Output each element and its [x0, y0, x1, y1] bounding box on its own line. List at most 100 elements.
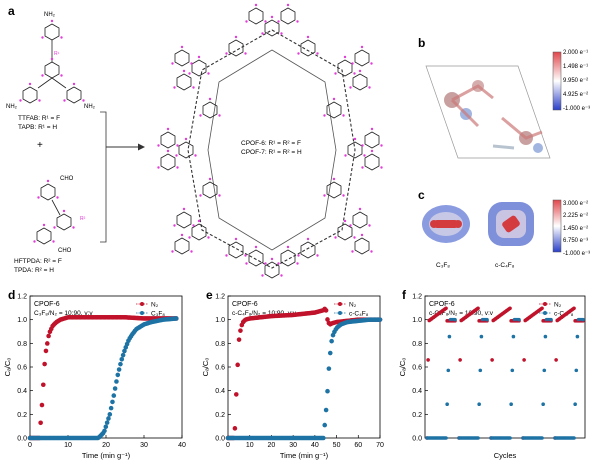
legend-marker: [338, 311, 342, 315]
y-tick-label: 1.0: [412, 317, 422, 324]
y-tick-label: 0.8: [412, 341, 422, 348]
data-point: [572, 306, 576, 311]
x-tick-label: 60: [354, 442, 362, 449]
data-point: [233, 392, 239, 397]
breakthrough-chart-d: 0.0 0.2 0.4 0.6 0.8 1.0 1.2 0 10 20 30 40 Time (min …: [3, 294, 186, 461]
colorbar-b: [552, 51, 562, 111]
data-point: [541, 402, 545, 406]
nh2-label-right: NH₂: [84, 104, 96, 110]
legend-label: N₂: [349, 302, 357, 309]
data-point: [43, 348, 49, 354]
panel-label-e: e: [206, 288, 213, 302]
x-tick-label: 30: [140, 442, 148, 449]
x-axis-label: Cycles: [494, 451, 517, 460]
y-tick-label: 0.4: [412, 388, 422, 395]
data-point: [323, 308, 329, 313]
x-tick-label: 50: [333, 442, 341, 449]
y-tick-label: 0.2: [17, 412, 27, 419]
data-point: [46, 333, 51, 339]
data-point: [377, 317, 383, 322]
x-tick-label: 30: [289, 442, 297, 449]
data-point: [38, 420, 43, 426]
chart-subtitle: c-C₄F₈/N₂ = 10:90, v:v: [429, 310, 494, 317]
chart-subtitle: C₃F₈/N₂ = 10:90, v:v: [34, 310, 93, 317]
x-axis-label: Time (min g⁻¹): [82, 451, 131, 460]
y-tick-label: 0.2: [215, 412, 225, 419]
y-tick-label: 0.6: [215, 365, 225, 372]
data-point: [554, 358, 558, 362]
x-tick-label: 0: [226, 442, 230, 449]
reaction-arrow-head: [138, 143, 145, 151]
y-tick-label: 0.4: [215, 388, 225, 395]
y-tick-label: 0.8: [17, 341, 27, 348]
data-point: [42, 361, 47, 367]
y-tick-label: 1.2: [215, 294, 225, 301]
colorbar-c-tick-3: 6.750 e⁻³: [563, 238, 589, 244]
y-tick-label: 0.8: [215, 341, 225, 348]
amine-name-line2: TAPB: R¹ = H: [18, 124, 58, 131]
data-point: [508, 436, 512, 440]
colorbar-c: [552, 199, 562, 253]
data-point: [103, 424, 109, 430]
y-tick-label: 1.0: [215, 317, 225, 324]
data-point: [321, 435, 326, 441]
data-point: [447, 334, 452, 339]
data-point: [444, 436, 448, 440]
aldehyde-name-line1: HFTPDA: R² = F: [14, 258, 62, 265]
cho-label-top: CHO: [60, 176, 74, 182]
data-point: [458, 358, 462, 362]
colorbar-c-tick-2: 1.450 e⁻²: [563, 226, 589, 232]
esp-map-b: [425, 51, 562, 159]
data-point: [517, 317, 521, 322]
data-point: [326, 366, 332, 371]
data-point: [104, 420, 110, 425]
pore-density-blobs: [444, 80, 543, 153]
data-point: [118, 361, 123, 367]
legend-marker: [543, 311, 547, 315]
y-tick-label: 0.0: [412, 436, 422, 443]
data-point: [445, 402, 449, 406]
data-point: [477, 402, 481, 406]
cc4f8-surface: [488, 202, 534, 246]
framework-name-line1: CPOF-6: R¹ = R² = F: [241, 140, 301, 147]
panel-label-c: c: [418, 188, 425, 202]
data-point: [574, 368, 579, 373]
y-axis-label: Cₐ/C₀: [398, 358, 407, 377]
x-axis-label: Time (min g⁻¹): [280, 451, 329, 460]
molecule-label-cc4f8: c-C₄F₈: [495, 262, 515, 269]
data-point: [327, 350, 333, 356]
colorbar-b-tick-4: -1.000 e⁻³: [563, 106, 591, 112]
legend-label: c-C₄F₈: [349, 311, 369, 318]
chart-title: CPOF-6: [429, 301, 455, 308]
data-point: [479, 334, 484, 339]
y-tick-label: 0.0: [215, 436, 225, 443]
data-point: [106, 416, 111, 421]
data-point: [115, 372, 121, 378]
y-tick-label: 0.6: [17, 365, 27, 372]
data-point: [232, 426, 238, 431]
x-tick-label: 70: [376, 442, 384, 449]
legend-marker: [140, 311, 144, 315]
breakthrough-chart-e: 0.0 0.2 0.4 0.6 0.8 1.0 1.2 0 10 20 30 40 50 60 70 Time…: [201, 294, 384, 461]
data-point: [476, 306, 480, 311]
y-tick-label: 0.0: [17, 436, 27, 443]
data-point: [120, 352, 126, 358]
colorbar-b-tick-3: 4.925 e⁻²: [563, 92, 589, 98]
reactant-bracket: [100, 111, 107, 243]
data-point: [235, 362, 240, 368]
panel-label-a: a: [8, 4, 15, 18]
data-point: [112, 386, 118, 391]
data-point: [236, 337, 242, 342]
amine-name-line1: TTFAB: R¹ = F: [18, 115, 61, 122]
data-point: [174, 316, 179, 321]
legend-label: N₂: [554, 302, 562, 309]
data-point: [549, 317, 553, 322]
legend-label: N₂: [151, 302, 159, 309]
data-point: [508, 306, 512, 311]
cho-label-bottom: CHO: [58, 248, 72, 254]
data-point: [119, 357, 125, 362]
nh2-label-left: NH₂: [6, 104, 18, 110]
framework-scheme: NH₂ NH₂ NH₂ R¹ CHO CHO R²: [6, 3, 384, 279]
data-point: [238, 328, 243, 333]
y-axis-label: Cₐ/C₀: [201, 358, 210, 377]
